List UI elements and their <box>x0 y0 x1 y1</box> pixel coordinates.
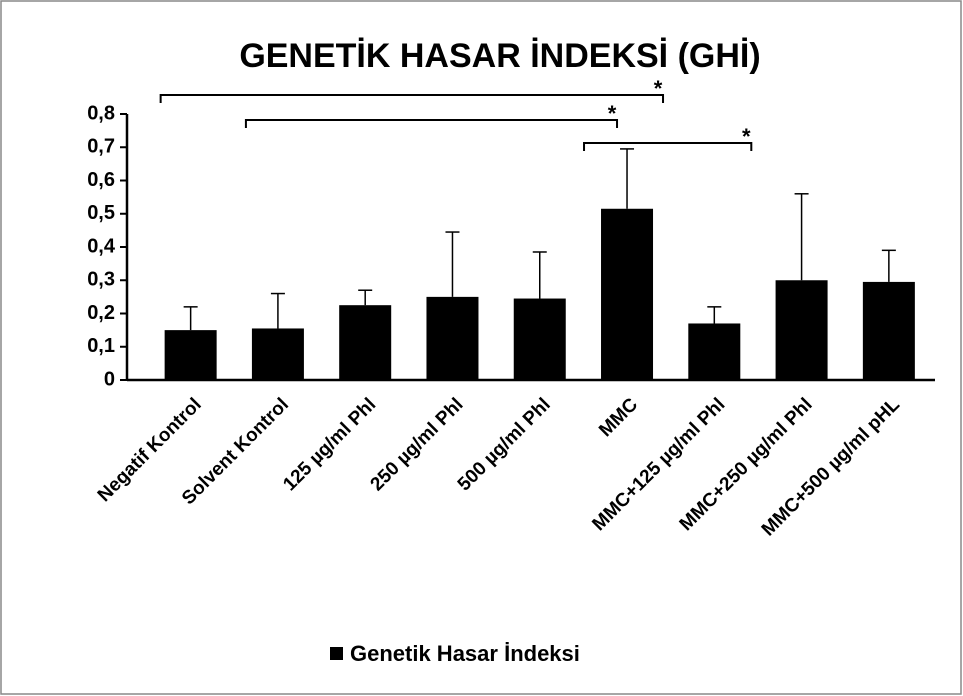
bar <box>688 323 741 380</box>
bar <box>862 281 915 380</box>
bar <box>426 296 479 380</box>
significance-label: * <box>608 101 617 126</box>
y-tick-label: 0,2 <box>87 302 115 324</box>
y-tick-label: 0,4 <box>87 235 116 257</box>
bar <box>251 328 304 380</box>
y-tick-label: 0,3 <box>87 269 115 291</box>
y-tick-label: 0,6 <box>87 169 115 191</box>
legend-swatch <box>330 647 343 660</box>
y-tick-label: 0,7 <box>87 136 115 158</box>
significance-label: * <box>654 76 663 101</box>
bar <box>601 208 654 380</box>
bar <box>339 305 392 380</box>
legend-label: Genetik Hasar İndeksi <box>350 641 580 666</box>
significance-bracket <box>244 119 619 128</box>
y-tick-label: 0,5 <box>87 202 115 224</box>
bar <box>513 298 566 380</box>
y-tick-label: 0 <box>104 368 115 390</box>
significance-bracket <box>159 94 665 103</box>
significance-bracket <box>583 142 753 151</box>
y-tick-label: 0,1 <box>87 335 115 357</box>
bar <box>775 280 828 380</box>
y-tick-label: 0,8 <box>87 102 115 124</box>
significance-label: * <box>742 124 751 149</box>
chart-title: GENETİK HASAR İNDEKSİ (GHİ) <box>239 37 760 75</box>
bar <box>164 330 217 380</box>
